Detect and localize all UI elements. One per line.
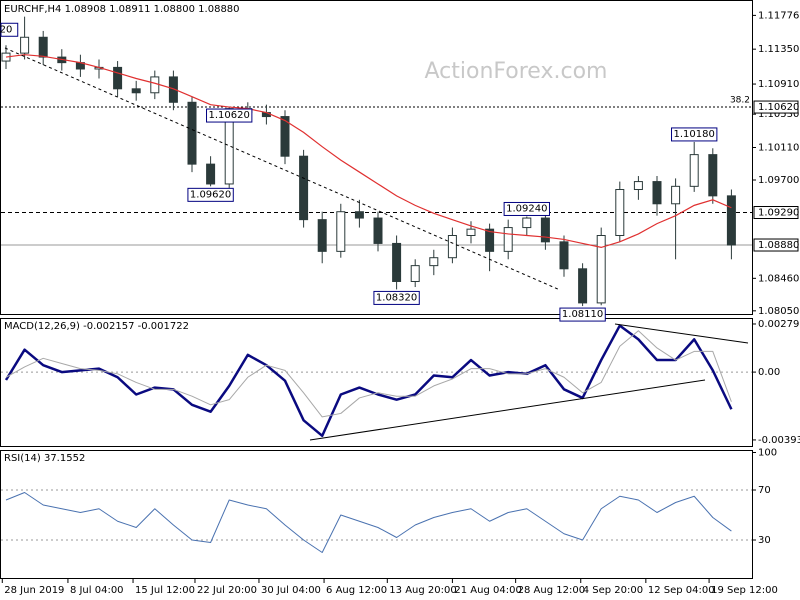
candle-body bbox=[689, 154, 699, 187]
y-tick-label: 1.10110 bbox=[758, 142, 799, 153]
candle-body bbox=[131, 88, 141, 94]
candle-body bbox=[373, 217, 383, 244]
candle-body bbox=[354, 211, 364, 219]
candle-body bbox=[447, 235, 457, 259]
candle-body bbox=[485, 228, 495, 252]
y-tick-label: -0.003938 bbox=[758, 435, 800, 446]
candle-body bbox=[652, 181, 662, 205]
annotation-box bbox=[373, 290, 420, 305]
x-tick-label: 21 Aug 04:00 bbox=[454, 585, 521, 596]
price-title: EURCHF,H4 1.08908 1.08911 1.08800 1.0888… bbox=[4, 4, 240, 15]
series-line bbox=[4, 324, 733, 438]
annotation-box bbox=[0, 22, 19, 37]
x-tick-label: 13 Aug 20:00 bbox=[389, 585, 456, 596]
trend-line bbox=[309, 379, 706, 441]
y-tick-label: 1.08050 bbox=[758, 306, 799, 317]
level-label: 1.10620 bbox=[758, 102, 799, 113]
candle-body bbox=[540, 217, 550, 243]
annotation-box bbox=[559, 307, 606, 322]
x-tick-label: 6 Aug 12:00 bbox=[326, 585, 387, 596]
candle-body bbox=[113, 66, 123, 90]
y-tick-label: 100 bbox=[758, 448, 777, 459]
candle-body bbox=[410, 265, 420, 282]
y-tick-label: 1.09700 bbox=[758, 175, 799, 186]
candle-body bbox=[150, 76, 160, 94]
candle-body bbox=[633, 181, 643, 191]
watermark: ActionForex.com bbox=[425, 59, 608, 84]
annotation-box bbox=[206, 108, 253, 123]
series-line bbox=[5, 492, 732, 553]
x-tick-label: 19 Sep 12:00 bbox=[711, 585, 778, 596]
candle-body bbox=[466, 228, 476, 237]
candle-body bbox=[206, 163, 216, 185]
annotation-label: 1.10620 bbox=[209, 110, 250, 121]
candle-body bbox=[187, 101, 197, 165]
candle-body bbox=[20, 36, 30, 54]
x-tick-label: 15 Jul 12:00 bbox=[135, 585, 195, 596]
candle-body bbox=[522, 217, 532, 229]
candle-body bbox=[615, 189, 625, 236]
candle-body bbox=[299, 155, 309, 221]
x-tick-label: 22 Jul 20:00 bbox=[197, 585, 257, 596]
rsi-title: RSI(14) 37.1552 bbox=[4, 453, 85, 464]
series-line bbox=[5, 330, 732, 418]
level-box bbox=[753, 206, 799, 220]
y-tick-label: 1.11350 bbox=[758, 44, 799, 55]
candle-body bbox=[596, 235, 606, 304]
macd-title: MACD(12,26,9) -0.002157 -0.001722 bbox=[4, 321, 189, 332]
price-panel bbox=[0, 0, 753, 315]
candle-body bbox=[280, 116, 290, 157]
y-tick-label: 1.10530 bbox=[758, 109, 799, 120]
annotation-label: 20 bbox=[0, 24, 12, 35]
x-tick-label: 12 Sep 04:00 bbox=[648, 585, 715, 596]
candle-body bbox=[726, 195, 736, 246]
fib-label: 38.2 bbox=[730, 96, 750, 106]
annotation-label: 1.09620 bbox=[190, 189, 231, 200]
candle-body bbox=[38, 36, 48, 58]
y-tick-label: 0.002793 bbox=[758, 319, 800, 330]
plot-layer: 1.11776 1.11350 1.10910 1.10530 1.10110 1.097… bbox=[0, 10, 800, 596]
annotation-box bbox=[671, 127, 718, 142]
trend-line bbox=[4, 47, 561, 291]
x-tick-label: 8 Jul 04:00 bbox=[70, 585, 124, 596]
candle-body bbox=[559, 241, 569, 270]
trend-line bbox=[614, 323, 749, 344]
candle-body bbox=[708, 154, 718, 197]
y-tick-label: 1.11776 bbox=[758, 10, 799, 21]
x-tick-label: 28 Jun 2019 bbox=[4, 585, 64, 596]
level-label: 1.08880 bbox=[758, 240, 799, 251]
macd-panel bbox=[0, 318, 753, 447]
candle-body bbox=[336, 211, 346, 252]
annotation-label: 1.08320 bbox=[376, 292, 417, 303]
y-tick-label: 0.00 bbox=[758, 367, 780, 378]
level-box bbox=[753, 100, 799, 114]
annotation-label: 1.08110 bbox=[562, 309, 603, 320]
annotation-label: 1.10180 bbox=[674, 129, 715, 140]
candle-body bbox=[671, 185, 681, 205]
x-tick-label: 4 Sep 20:00 bbox=[583, 585, 643, 596]
y-tick-label: 70 bbox=[758, 485, 771, 496]
x-tick-label: 28 Aug 12:00 bbox=[518, 585, 585, 596]
candle-body bbox=[392, 242, 402, 282]
level-box bbox=[753, 238, 799, 252]
annotation-box bbox=[503, 201, 550, 216]
rsi-panel bbox=[0, 450, 753, 579]
y-tick-label: 30 bbox=[758, 535, 771, 546]
moving-average bbox=[5, 54, 732, 249]
candle-body bbox=[429, 257, 439, 267]
y-tick-label: 1.08460 bbox=[758, 273, 799, 284]
x-tick-label: 30 Jul 04:00 bbox=[261, 585, 321, 596]
annotation-box bbox=[187, 187, 234, 202]
candle-body bbox=[503, 227, 513, 252]
y-tick-label: 1.10910 bbox=[758, 79, 799, 90]
candle-body bbox=[168, 76, 178, 103]
annotation-label: 1.09240 bbox=[506, 203, 547, 214]
candle-body bbox=[578, 268, 588, 304]
level-label: 1.09290 bbox=[758, 208, 799, 219]
candle-body bbox=[317, 219, 327, 252]
